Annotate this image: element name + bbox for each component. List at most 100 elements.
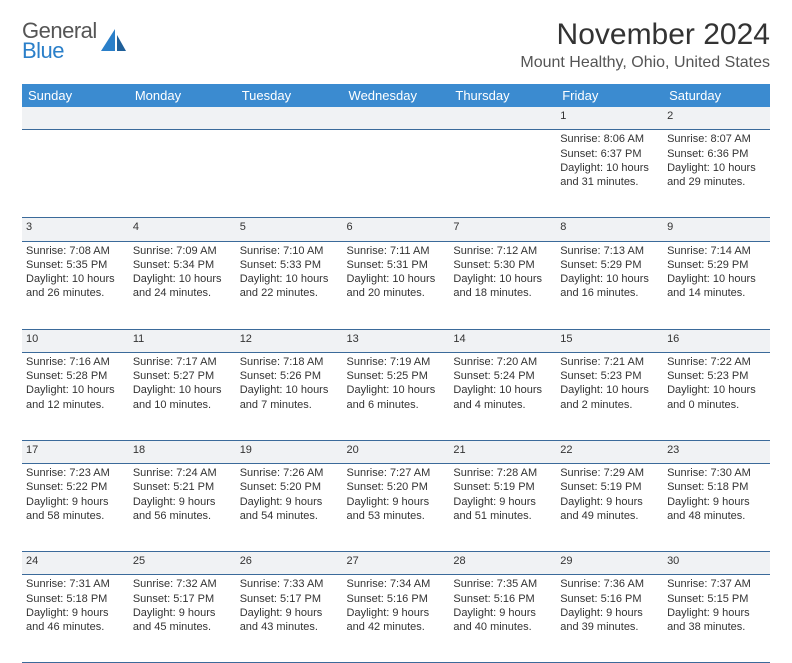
- day-number-row: 24252627282930: [22, 552, 770, 575]
- sunrise-text: Sunrise: 8:07 AM: [667, 132, 766, 146]
- sunrise-text: Sunrise: 7:08 AM: [26, 244, 125, 258]
- day-number-cell: [449, 107, 556, 130]
- day-number-cell: 9: [663, 218, 770, 241]
- day-cell: Sunrise: 7:10 AMSunset: 5:33 PMDaylight:…: [236, 241, 343, 329]
- sunrise-text: Sunrise: 7:31 AM: [26, 577, 125, 591]
- day-cell: Sunrise: 7:34 AMSunset: 5:16 PMDaylight:…: [343, 575, 450, 663]
- daylight-text: and 4 minutes.: [453, 398, 552, 412]
- sunset-text: Sunset: 5:33 PM: [240, 258, 339, 272]
- daylight-text: Daylight: 9 hours: [26, 606, 125, 620]
- day-number-cell: 3: [22, 218, 129, 241]
- sunset-text: Sunset: 5:29 PM: [560, 258, 659, 272]
- title-block: November 2024 Mount Healthy, Ohio, Unite…: [520, 18, 770, 72]
- daylight-text: Daylight: 9 hours: [240, 606, 339, 620]
- sunrise-text: Sunrise: 7:19 AM: [347, 355, 446, 369]
- sunset-text: Sunset: 5:20 PM: [240, 480, 339, 494]
- page-title: November 2024: [520, 18, 770, 52]
- weekday-header: Friday: [556, 84, 663, 107]
- day-number-cell: 7: [449, 218, 556, 241]
- daylight-text: Daylight: 9 hours: [133, 495, 232, 509]
- day-number-cell: 30: [663, 552, 770, 575]
- daylight-text: and 24 minutes.: [133, 286, 232, 300]
- sunrise-text: Sunrise: 7:14 AM: [667, 244, 766, 258]
- sunrise-text: Sunrise: 7:36 AM: [560, 577, 659, 591]
- day-cell: Sunrise: 7:11 AMSunset: 5:31 PMDaylight:…: [343, 241, 450, 329]
- daylight-text: Daylight: 9 hours: [560, 606, 659, 620]
- day-number-cell: 21: [449, 440, 556, 463]
- day-number-cell: 11: [129, 329, 236, 352]
- day-number-cell: 13: [343, 329, 450, 352]
- sunrise-text: Sunrise: 7:18 AM: [240, 355, 339, 369]
- day-number-cell: 17: [22, 440, 129, 463]
- weekday-header: Sunday: [22, 84, 129, 107]
- daylight-text: and 29 minutes.: [667, 175, 766, 189]
- calendar-table: SundayMondayTuesdayWednesdayThursdayFrid…: [22, 84, 770, 663]
- day-cell: [129, 130, 236, 218]
- sunset-text: Sunset: 5:31 PM: [347, 258, 446, 272]
- day-number-row: 12: [22, 107, 770, 130]
- day-cell: Sunrise: 7:33 AMSunset: 5:17 PMDaylight:…: [236, 575, 343, 663]
- sunset-text: Sunset: 5:15 PM: [667, 592, 766, 606]
- sunrise-text: Sunrise: 7:23 AM: [26, 466, 125, 480]
- daylight-text: and 39 minutes.: [560, 620, 659, 634]
- sunset-text: Sunset: 5:19 PM: [560, 480, 659, 494]
- day-number-cell: 12: [236, 329, 343, 352]
- daylight-text: and 7 minutes.: [240, 398, 339, 412]
- daylight-text: Daylight: 9 hours: [133, 606, 232, 620]
- daylight-text: Daylight: 9 hours: [667, 495, 766, 509]
- sunset-text: Sunset: 5:27 PM: [133, 369, 232, 383]
- day-cell: Sunrise: 7:23 AMSunset: 5:22 PMDaylight:…: [22, 464, 129, 552]
- day-number-cell: 1: [556, 107, 663, 130]
- day-cell: Sunrise: 7:18 AMSunset: 5:26 PMDaylight:…: [236, 352, 343, 440]
- sunset-text: Sunset: 5:30 PM: [453, 258, 552, 272]
- daylight-text: Daylight: 9 hours: [560, 495, 659, 509]
- day-number-cell: [22, 107, 129, 130]
- day-number-cell: 4: [129, 218, 236, 241]
- day-number-cell: 20: [343, 440, 450, 463]
- day-number-row: 17181920212223: [22, 440, 770, 463]
- sunset-text: Sunset: 6:36 PM: [667, 147, 766, 161]
- sunrise-text: Sunrise: 7:11 AM: [347, 244, 446, 258]
- day-cell: [236, 130, 343, 218]
- day-cell: [343, 130, 450, 218]
- sunset-text: Sunset: 5:23 PM: [667, 369, 766, 383]
- sunrise-text: Sunrise: 7:29 AM: [560, 466, 659, 480]
- day-number-cell: 16: [663, 329, 770, 352]
- day-number-cell: [129, 107, 236, 130]
- daylight-text: Daylight: 9 hours: [347, 606, 446, 620]
- day-number-cell: 22: [556, 440, 663, 463]
- daylight-text: and 48 minutes.: [667, 509, 766, 523]
- sunrise-text: Sunrise: 7:34 AM: [347, 577, 446, 591]
- sunset-text: Sunset: 5:16 PM: [347, 592, 446, 606]
- day-cell: Sunrise: 7:30 AMSunset: 5:18 PMDaylight:…: [663, 464, 770, 552]
- sunset-text: Sunset: 5:25 PM: [347, 369, 446, 383]
- day-cell: Sunrise: 7:12 AMSunset: 5:30 PMDaylight:…: [449, 241, 556, 329]
- sunset-text: Sunset: 5:22 PM: [26, 480, 125, 494]
- day-number-row: 10111213141516: [22, 329, 770, 352]
- sunrise-text: Sunrise: 7:33 AM: [240, 577, 339, 591]
- sunset-text: Sunset: 5:17 PM: [133, 592, 232, 606]
- day-number-cell: 27: [343, 552, 450, 575]
- day-cell: Sunrise: 7:16 AMSunset: 5:28 PMDaylight:…: [22, 352, 129, 440]
- day-number-cell: 5: [236, 218, 343, 241]
- day-cell: Sunrise: 7:19 AMSunset: 5:25 PMDaylight:…: [343, 352, 450, 440]
- weekday-header: Tuesday: [236, 84, 343, 107]
- daylight-text: Daylight: 9 hours: [453, 495, 552, 509]
- daylight-text: and 46 minutes.: [26, 620, 125, 634]
- day-number-cell: 19: [236, 440, 343, 463]
- week-row: Sunrise: 7:23 AMSunset: 5:22 PMDaylight:…: [22, 464, 770, 552]
- location-subtitle: Mount Healthy, Ohio, United States: [520, 54, 770, 72]
- logo-sail-icon: [101, 29, 127, 54]
- daylight-text: Daylight: 10 hours: [560, 272, 659, 286]
- daylight-text: and 26 minutes.: [26, 286, 125, 300]
- sunrise-text: Sunrise: 7:21 AM: [560, 355, 659, 369]
- day-cell: Sunrise: 7:09 AMSunset: 5:34 PMDaylight:…: [129, 241, 236, 329]
- daylight-text: and 45 minutes.: [133, 620, 232, 634]
- daylight-text: and 53 minutes.: [347, 509, 446, 523]
- day-number-cell: 23: [663, 440, 770, 463]
- day-cell: Sunrise: 7:24 AMSunset: 5:21 PMDaylight:…: [129, 464, 236, 552]
- weekday-header: Wednesday: [343, 84, 450, 107]
- daylight-text: Daylight: 10 hours: [560, 383, 659, 397]
- daylight-text: Daylight: 10 hours: [240, 383, 339, 397]
- daylight-text: Daylight: 9 hours: [26, 495, 125, 509]
